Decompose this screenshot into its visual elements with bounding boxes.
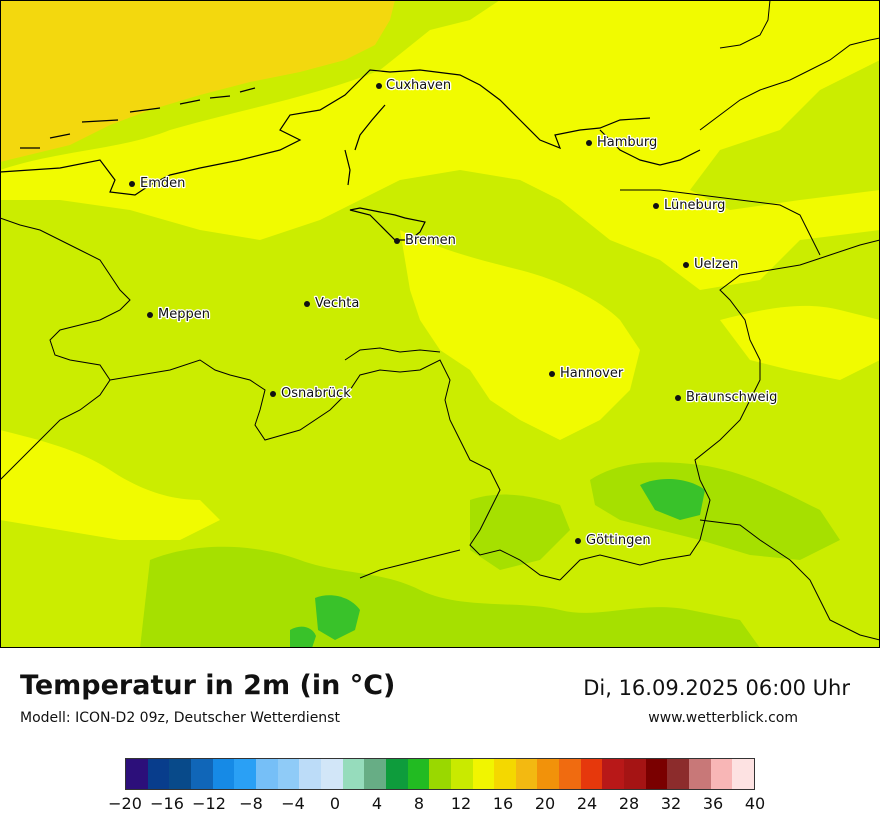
- color-scale-tick-label: −20: [108, 794, 142, 813]
- color-scale-swatch: [385, 759, 408, 789]
- color-scale-tick-label: 16: [492, 794, 514, 813]
- color-scale-tick-label: 0: [329, 794, 341, 813]
- city-label: Bremen: [405, 233, 456, 248]
- color-scale-swatch: [602, 759, 625, 789]
- city-braunschweig: Braunschweig: [675, 389, 779, 406]
- cold-spot-harz: [640, 478, 705, 520]
- color-scale-swatch: [169, 759, 191, 789]
- city-label: Meppen: [158, 307, 210, 322]
- color-scale-tick-label: 12: [450, 794, 472, 813]
- warm-zone-central: [400, 230, 640, 440]
- city-vechta: Vechta: [304, 295, 361, 312]
- color-scale-swatch: [342, 759, 365, 789]
- city-bremen: Bremen: [394, 232, 457, 249]
- color-scale-tick-label: 8: [413, 794, 425, 813]
- city-label: Göttingen: [586, 533, 651, 548]
- website-link[interactable]: www.wetterblick.com: [648, 710, 798, 726]
- city-hannover: Hannover: [549, 365, 625, 382]
- color-scale-tick-label: 32: [660, 794, 682, 813]
- color-scale-tick-label: −8: [239, 794, 263, 813]
- city-emden: Emden: [129, 175, 187, 192]
- color-scale-swatch: [255, 759, 278, 789]
- color-scale-swatch: [190, 759, 213, 789]
- city-lueneburg: Lüneburg: [653, 197, 727, 214]
- color-scale-swatch: [364, 759, 386, 789]
- forecast-datetime: Di, 16.09.2025 06:00 Uhr: [583, 676, 850, 700]
- color-scale-swatch: [147, 759, 170, 789]
- color-scale-swatch: [299, 759, 321, 789]
- map-title: Temperatur in 2m (in °C): [20, 670, 396, 701]
- color-scale-swatch: [407, 759, 430, 789]
- color-scale-swatch: [624, 759, 646, 789]
- city-label: Emden: [140, 176, 185, 191]
- color-scale-tick-label: 4: [371, 794, 383, 813]
- city-meppen: Meppen: [147, 306, 211, 323]
- coastlines: [0, 69, 701, 241]
- temperature-map: Cuxhaven Hamburg Emden Lüneburg Bremen U…: [0, 0, 880, 648]
- city-label: Osnabrück: [281, 386, 351, 401]
- color-scale-swatch: [559, 759, 581, 789]
- color-scale-bar: [125, 758, 755, 790]
- color-scale-ticks: −20 −16 −12 −8 −4 0 4 8 12 16 20 24 28 32 36 40: [108, 794, 765, 818]
- color-scale-swatch: [580, 759, 603, 789]
- city-cuxhaven: Cuxhaven: [376, 77, 452, 94]
- color-scale-swatch: [450, 759, 473, 789]
- warm-zone-north: [0, 0, 880, 290]
- color-scale-tick-label: −16: [150, 794, 184, 813]
- cold-spot-south: [315, 595, 360, 640]
- color-scale-swatch: [732, 759, 755, 789]
- color-scale-swatch: [234, 759, 256, 789]
- color-scale-swatch: [710, 759, 733, 789]
- city-label: Lüneburg: [664, 198, 725, 213]
- color-scale-swatch: [212, 759, 235, 789]
- color-scale-swatch: [537, 759, 560, 789]
- color-scale-tick-label: −4: [281, 794, 305, 813]
- cold-spot-south-2: [290, 626, 316, 648]
- city-label: Uelzen: [694, 257, 738, 272]
- color-scale-swatch: [277, 759, 300, 789]
- color-scale-swatch: [645, 759, 668, 789]
- city-label: Hamburg: [597, 135, 657, 150]
- city-uelzen: Uelzen: [683, 256, 739, 273]
- color-scale-swatch: [320, 759, 343, 789]
- color-scale-tick-label: −12: [192, 794, 226, 813]
- color-scale-swatch: [494, 759, 516, 789]
- color-scale-tick-label: 20: [534, 794, 556, 813]
- state-borders: [0, 0, 880, 641]
- color-scale-tick-label: 24: [576, 794, 598, 813]
- color-scale-swatch: [126, 759, 148, 789]
- city-goettingen: Göttingen: [575, 532, 652, 549]
- color-scale-tick-label: 40: [744, 794, 766, 813]
- color-scale-tick-label: 36: [702, 794, 724, 813]
- color-scale-tick-label: 28: [618, 794, 640, 813]
- city-osnabrueck: Osnabrück: [270, 385, 352, 402]
- cool-zone-south: [140, 546, 760, 648]
- city-label: Braunschweig: [686, 390, 777, 405]
- color-scale-swatch: [429, 759, 451, 789]
- city-label: Hannover: [560, 366, 624, 381]
- city-hamburg: Hamburg: [586, 134, 659, 151]
- color-scale-swatch: [515, 759, 538, 789]
- city-label: Vechta: [315, 296, 359, 311]
- color-scale-swatch: [472, 759, 495, 789]
- color-scale-swatch: [689, 759, 711, 789]
- color-scale-swatch: [667, 759, 690, 789]
- model-credit: Modell: ICON-D2 09z, Deutscher Wetterdie…: [20, 710, 340, 726]
- warm-zone-west: [0, 430, 220, 540]
- city-label: Cuxhaven: [386, 78, 451, 93]
